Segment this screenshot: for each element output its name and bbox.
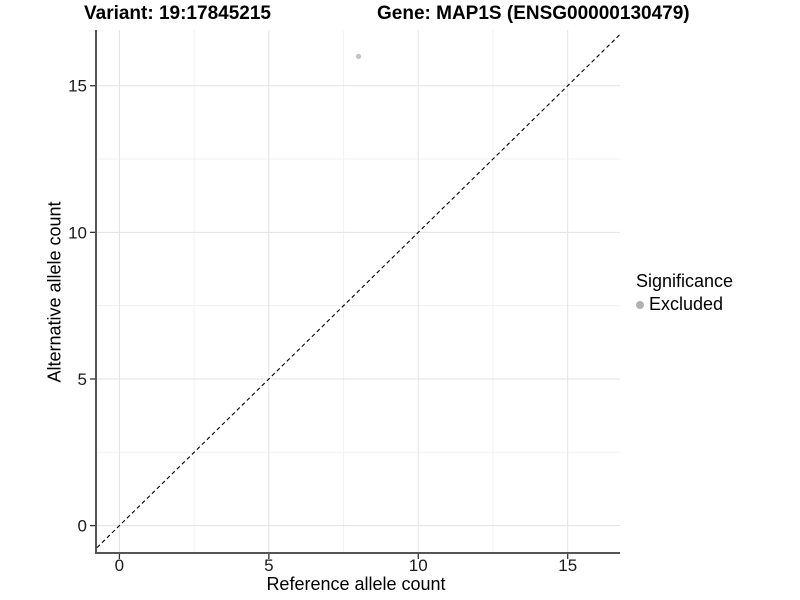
legend-point-icon [636, 300, 644, 309]
plot-title-variant: Variant: 19:17845215 [84, 3, 271, 24]
y-tick-label: 0 [78, 517, 87, 536]
identity-reference-line [97, 34, 620, 548]
x-tick-label: 5 [264, 556, 273, 575]
y-axis-title: Alternative allele count [44, 201, 65, 383]
y-tick-label: 10 [68, 223, 87, 242]
y-tick-label: 15 [68, 77, 87, 96]
legend: Significance Excluded [636, 271, 733, 315]
x-tick-label: 15 [558, 556, 577, 575]
data-point [355, 53, 362, 60]
x-axis-title: Reference allele count [266, 574, 446, 594]
legend-title: Significance [636, 271, 734, 291]
x-tick-label: 10 [409, 556, 428, 575]
x-tick-label: 0 [115, 556, 124, 575]
plot-title-gene: Gene: MAP1S (ENSG00000130479) [377, 3, 690, 24]
y-tick-label: 5 [78, 370, 87, 389]
legend-item-label: Excluded [649, 294, 724, 314]
legend-item-excluded: Excluded [636, 294, 733, 315]
